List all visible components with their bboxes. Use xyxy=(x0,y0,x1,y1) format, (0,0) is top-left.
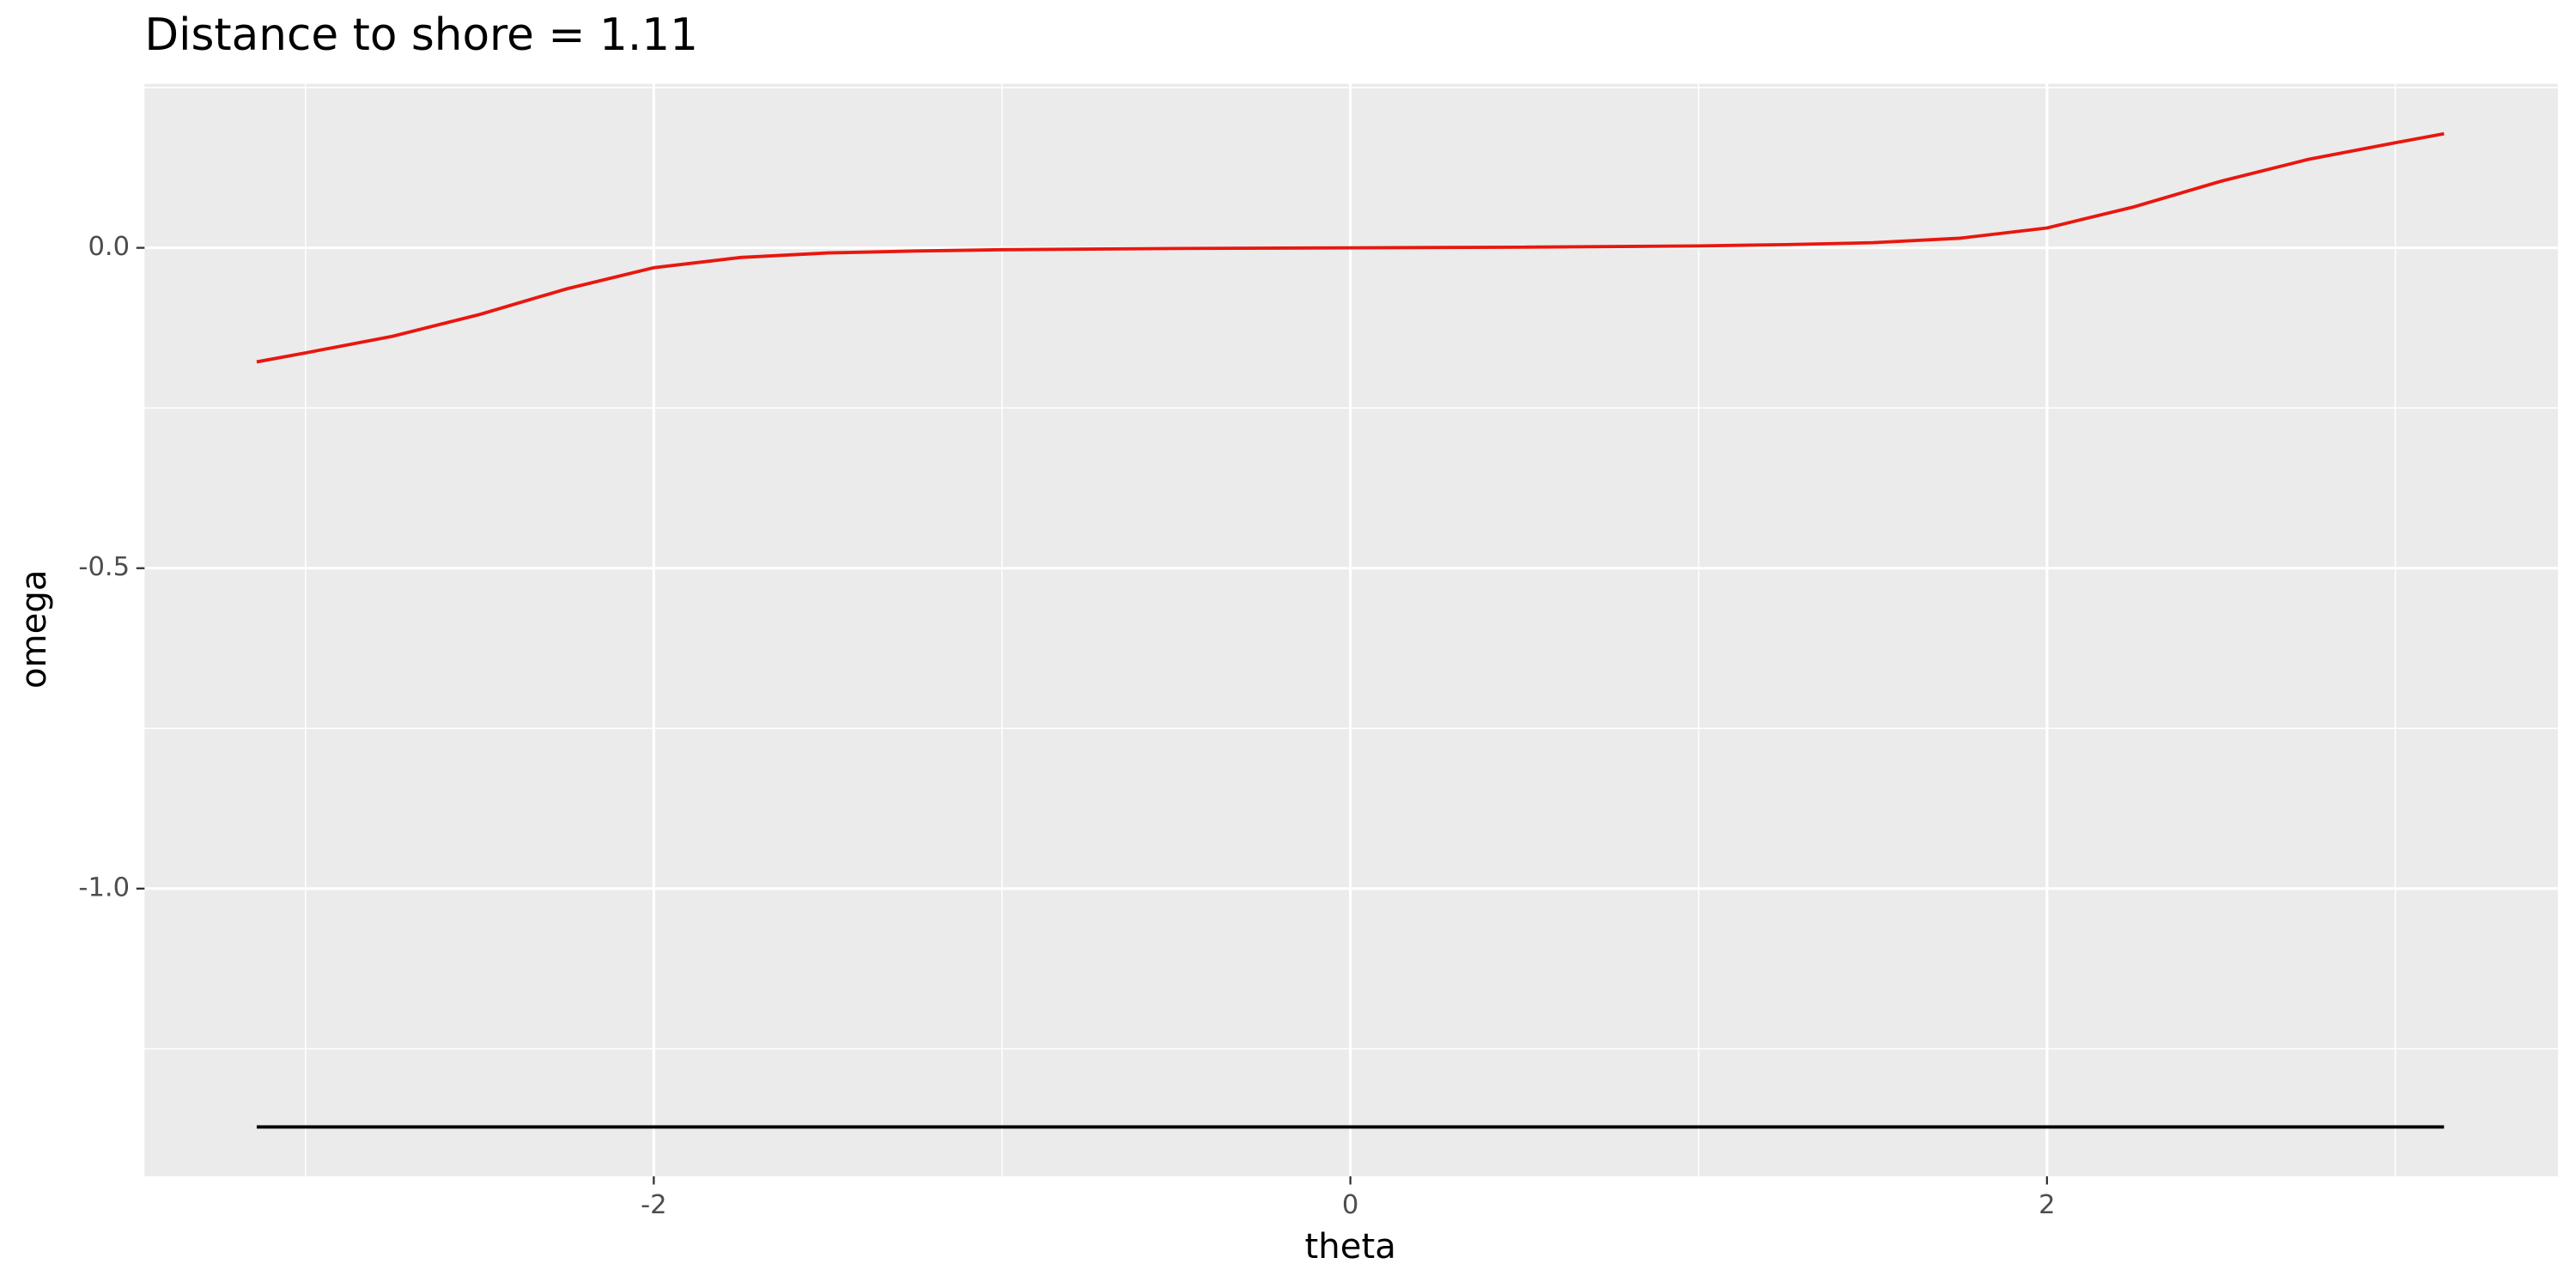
x-axis-title: theta xyxy=(1305,1227,1396,1267)
y-tick-label: 0.0 xyxy=(88,232,130,262)
x-tick-label: 2 xyxy=(2038,1190,2055,1220)
y-tick-label: -1.0 xyxy=(78,872,130,902)
line-series xyxy=(256,131,2445,364)
x-tick-label: 0 xyxy=(1342,1190,1358,1220)
y-axis-title: omega xyxy=(15,570,54,690)
marks xyxy=(256,131,2445,1129)
grid xyxy=(144,83,2558,1176)
y-tick-label: -0.5 xyxy=(78,552,130,582)
chart-title: Distance to shore = 1.11 xyxy=(144,9,698,61)
x-tick-label: -2 xyxy=(641,1190,667,1220)
